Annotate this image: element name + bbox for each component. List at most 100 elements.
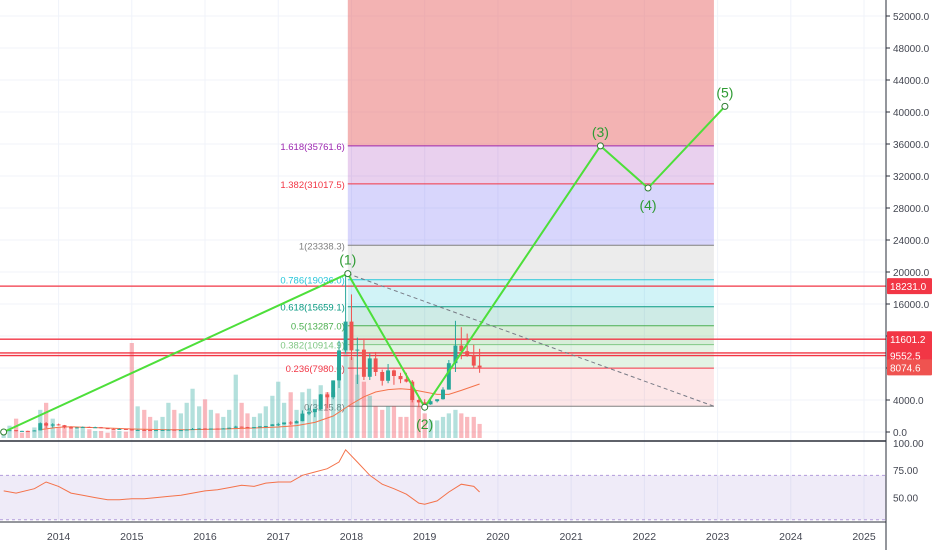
- candle-body: [453, 345, 458, 364]
- fib-level-label: 0.786(19036.0): [280, 276, 344, 287]
- candle-body: [123, 428, 128, 430]
- candle-body: [404, 379, 409, 382]
- candle-body: [257, 426, 262, 428]
- current-price-badge-bg[interactable]: [887, 359, 932, 376]
- candle-body: [270, 424, 275, 427]
- candle-body: [190, 428, 195, 430]
- candle-body: [80, 426, 85, 428]
- volume-bar: [166, 402, 171, 438]
- volume-bar: [245, 413, 250, 438]
- candle-body: [44, 423, 49, 426]
- volume-bar: [276, 381, 281, 438]
- rsi-line: [3, 448, 480, 505]
- time-tick-label: 2021: [559, 531, 583, 543]
- price-level-badge: 9552.5: [890, 352, 921, 363]
- wave-point-marker[interactable]: [421, 403, 429, 411]
- candle-body: [74, 427, 79, 429]
- volume-bar: [190, 388, 195, 438]
- candle-body: [361, 349, 366, 377]
- candle-body: [129, 429, 134, 431]
- candle-body: [391, 370, 396, 376]
- volume-bar: [62, 425, 67, 438]
- volume-bar: [142, 409, 147, 438]
- wave-start-marker[interactable]: [0, 428, 8, 436]
- volume-bar: [336, 371, 342, 438]
- candle-body: [441, 389, 445, 400]
- volume-bar: [208, 409, 214, 438]
- rsi-top-label: 100.00: [893, 439, 924, 450]
- candle-body: [142, 429, 147, 431]
- elliott-wave-line[interactable]: [3, 105, 726, 433]
- candle-body: [263, 426, 268, 428]
- candle-body: [153, 430, 158, 432]
- volume-bar: [440, 416, 446, 438]
- volume-bar: [19, 432, 25, 438]
- grid: [0, 0, 886, 522]
- candle-body: [111, 428, 116, 430]
- fib-zone-fill: [347, 183, 714, 246]
- candle-body: [294, 421, 299, 424]
- candles: [1, 273, 482, 432]
- volume-bar: [361, 381, 367, 438]
- price-tick-label: 48000.0: [893, 44, 930, 55]
- fib-zone-fill: [347, 306, 714, 326]
- volume-bar: [233, 374, 238, 438]
- candle-body: [373, 358, 378, 372]
- wave-point-marker[interactable]: [644, 184, 652, 192]
- candle-body: [32, 430, 37, 432]
- volume-bar: [294, 409, 299, 438]
- volume-bar: [459, 413, 464, 438]
- fib-level-label: 0.382(10914.9): [280, 341, 344, 352]
- fib-zone-fill: [347, 344, 714, 369]
- volume-bar: [117, 430, 122, 438]
- volume-bar: [325, 392, 330, 438]
- volume-bars: [1, 343, 482, 438]
- candle-body: [416, 400, 421, 403]
- price-scale[interactable]: [886, 0, 932, 550]
- price-level-badge-bg[interactable]: [887, 331, 932, 348]
- volume-bar: [343, 350, 348, 438]
- volume-bar: [202, 399, 208, 438]
- candle-body: [446, 363, 451, 390]
- volume-bar: [257, 413, 263, 438]
- price-level-badge-bg[interactable]: [887, 278, 932, 295]
- volume-bar: [227, 409, 232, 438]
- candle-body: [367, 358, 372, 377]
- candle-body: [221, 428, 226, 430]
- volume-bar: [398, 416, 403, 438]
- volume-bar: [349, 357, 354, 438]
- price-tick-label: 44000.0: [893, 76, 930, 87]
- volume-bar: [93, 430, 98, 438]
- candle-body: [398, 376, 403, 380]
- wave-point-marker[interactable]: [721, 102, 729, 110]
- price-tick-label: 28000.0: [893, 204, 930, 215]
- candle-body: [312, 409, 317, 413]
- wave-point-marker[interactable]: [344, 270, 352, 278]
- fib-zone-fill: [347, 368, 714, 407]
- volume-bar: [318, 385, 323, 438]
- wave-label: (3): [592, 124, 609, 140]
- price-level-badge: 11601.2: [890, 335, 926, 346]
- volume-bar: [178, 413, 183, 438]
- fib-level-label: 0(3215.8): [304, 402, 345, 413]
- volume-bar: [446, 413, 451, 438]
- price-tick-label: 4000.0: [893, 396, 924, 407]
- candle-body: [233, 426, 238, 428]
- candle-body: [465, 351, 470, 356]
- wave-point-marker[interactable]: [596, 142, 604, 150]
- price-tick-label: 52000.0: [893, 12, 930, 23]
- candle-body: [227, 427, 232, 429]
- candle-body: [87, 426, 92, 428]
- candle-body: [331, 380, 336, 398]
- price-tick-label: 20000.0: [893, 268, 930, 279]
- rsi-band: [0, 475, 886, 520]
- time-tick-label: 2014: [47, 531, 71, 543]
- volume-bar: [471, 416, 476, 438]
- volume-bar: [428, 420, 433, 438]
- candle-body: [99, 427, 104, 429]
- volume-bar: [270, 395, 275, 438]
- fib-level-label: 1(23338.3): [299, 241, 345, 252]
- candle-body: [117, 428, 122, 430]
